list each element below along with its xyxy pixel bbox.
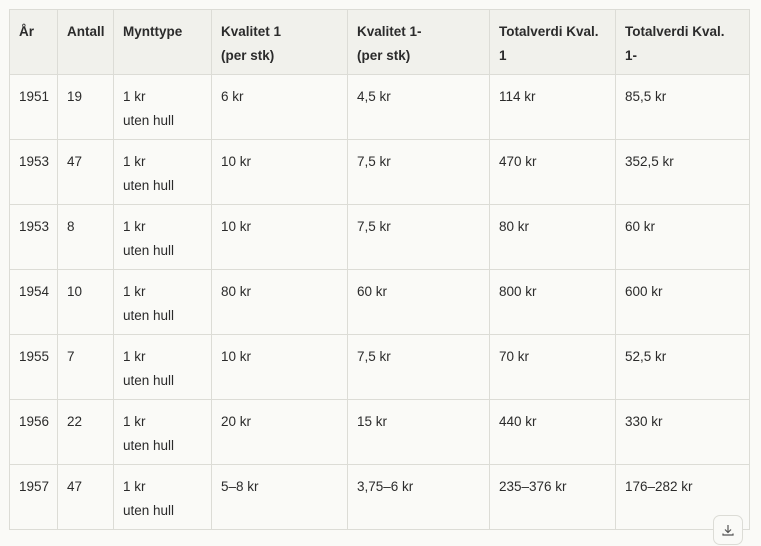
table-row: 1951 19 1 kr uten hull 6 kr 4,5 kr 114 kr 85,5 … xyxy=(9,74,750,140)
table-cell: 60 kr xyxy=(615,204,750,270)
table-cell: 20 kr xyxy=(211,399,348,465)
cell-line: uten hull xyxy=(123,178,175,193)
coin-value-table: År Antall Mynttype Kvalitet 1 (per stk) Kvali… xyxy=(9,9,750,530)
table-cell: 47 xyxy=(57,464,114,530)
column-header: Kvalitet 1- (per stk) xyxy=(347,9,490,75)
table-cell: 1 kr uten hull xyxy=(113,399,212,465)
table-cell: 10 kr xyxy=(211,204,348,270)
table-cell: 1 kr uten hull xyxy=(113,139,212,205)
table-row: 1956 22 1 kr uten hull 20 kr 15 kr 440 kr 330 k… xyxy=(9,399,750,465)
header-row: År Antall Mynttype Kvalitet 1 (per stk) Kvali… xyxy=(9,9,750,75)
table-cell: 52,5 kr xyxy=(615,334,750,400)
table-cell: 1 kr uten hull xyxy=(113,269,212,335)
header-line: Mynttype xyxy=(123,24,183,39)
table-row: 1957 47 1 kr uten hull 5–8 kr 3,75–6 kr 235–37… xyxy=(9,464,750,530)
table-cell: 1957 xyxy=(9,464,58,530)
table-row: 1955 7 1 kr uten hull 10 kr 7,5 kr 70 kr 52,5 k… xyxy=(9,334,750,400)
table-row: 1953 47 1 kr uten hull 10 kr 7,5 kr 470 kr 352,… xyxy=(9,139,750,205)
cell-line: 1 kr xyxy=(123,414,146,429)
table-cell: 7 xyxy=(57,334,114,400)
table-cell: 1955 xyxy=(9,334,58,400)
cell-line: uten hull xyxy=(123,243,175,258)
table-cell: 85,5 kr xyxy=(615,74,750,140)
download-icon xyxy=(722,525,734,536)
table-cell: 1956 xyxy=(9,399,58,465)
table-cell: 1 kr uten hull xyxy=(113,74,212,140)
column-header: Mynttype xyxy=(113,9,212,75)
table-cell: 7,5 kr xyxy=(347,139,490,205)
header-line: År xyxy=(19,24,35,39)
header-line: Antall xyxy=(67,24,105,39)
column-header: Kvalitet 1 (per stk) xyxy=(211,9,348,75)
cell-line: 1 kr xyxy=(123,219,146,234)
download-button[interactable] xyxy=(713,515,743,545)
table-cell: 22 xyxy=(57,399,114,465)
cell-line: 1 kr xyxy=(123,479,146,494)
table-row: 1953 8 1 kr uten hull 10 kr 7,5 kr 80 kr 60 kr xyxy=(9,204,750,270)
cell-line: 1 kr xyxy=(123,284,146,299)
table-cell: 7,5 kr xyxy=(347,334,490,400)
cell-line: uten hull xyxy=(123,113,175,128)
cell-line: uten hull xyxy=(123,503,175,518)
table-cell: 8 xyxy=(57,204,114,270)
table-cell: 47 xyxy=(57,139,114,205)
table-row: 1954 10 1 kr uten hull 80 kr 60 kr 800 kr 600 k… xyxy=(9,269,750,335)
cell-line: uten hull xyxy=(123,308,175,323)
table-cell: 352,5 kr xyxy=(615,139,750,205)
cell-line: 1 kr xyxy=(123,89,146,104)
table-cell: 600 kr xyxy=(615,269,750,335)
header-line: Kvalitet 1 xyxy=(221,24,282,39)
table-cell: 1 kr uten hull xyxy=(113,334,212,400)
table-cell: 70 kr xyxy=(489,334,616,400)
cell-line: uten hull xyxy=(123,438,175,453)
table-cell: 1953 xyxy=(9,139,58,205)
header-line: Kvalitet 1- xyxy=(357,24,422,39)
column-header: Antall xyxy=(57,9,114,75)
table-cell: 60 kr xyxy=(347,269,490,335)
header-line: Totalverdi Kval. xyxy=(499,24,599,39)
header-line: 1 xyxy=(499,48,507,63)
header-line: 1- xyxy=(625,48,638,63)
table-cell: 10 kr xyxy=(211,334,348,400)
header-line: Totalverdi Kval. xyxy=(625,24,725,39)
table-cell: 4,5 kr xyxy=(347,74,490,140)
header-line: (per stk) xyxy=(357,48,411,63)
table-cell: 19 xyxy=(57,74,114,140)
table-cell: 800 kr xyxy=(489,269,616,335)
table-cell: 7,5 kr xyxy=(347,204,490,270)
table-cell: 80 kr xyxy=(489,204,616,270)
table-cell: 6 kr xyxy=(211,74,348,140)
table-cell: 15 kr xyxy=(347,399,490,465)
header-line: (per stk) xyxy=(221,48,275,63)
table-cell: 470 kr xyxy=(489,139,616,205)
table-cell: 5–8 kr xyxy=(211,464,348,530)
table-cell: 80 kr xyxy=(211,269,348,335)
cell-line: uten hull xyxy=(123,373,175,388)
table-cell: 114 kr xyxy=(489,74,616,140)
table-cell: 1 kr uten hull xyxy=(113,204,212,270)
table-cell: 10 kr xyxy=(211,139,348,205)
column-header: År xyxy=(9,9,58,75)
table-cell: 440 kr xyxy=(489,399,616,465)
table-cell: 3,75–6 kr xyxy=(347,464,490,530)
table-cell: 10 xyxy=(57,269,114,335)
cell-line: 1 kr xyxy=(123,349,146,364)
table-cell: 1953 xyxy=(9,204,58,270)
table-cell: 1954 xyxy=(9,269,58,335)
column-header: Totalverdi Kval. 1- xyxy=(615,9,750,75)
table-cell: 176–282 kr xyxy=(615,464,750,530)
table-cell: 330 kr xyxy=(615,399,750,465)
cell-line: 1 kr xyxy=(123,154,146,169)
table-cell: 235–376 kr xyxy=(489,464,616,530)
column-header: Totalverdi Kval. 1 xyxy=(489,9,616,75)
table-cell: 1951 xyxy=(9,74,58,140)
table-cell: 1 kr uten hull xyxy=(113,464,212,530)
